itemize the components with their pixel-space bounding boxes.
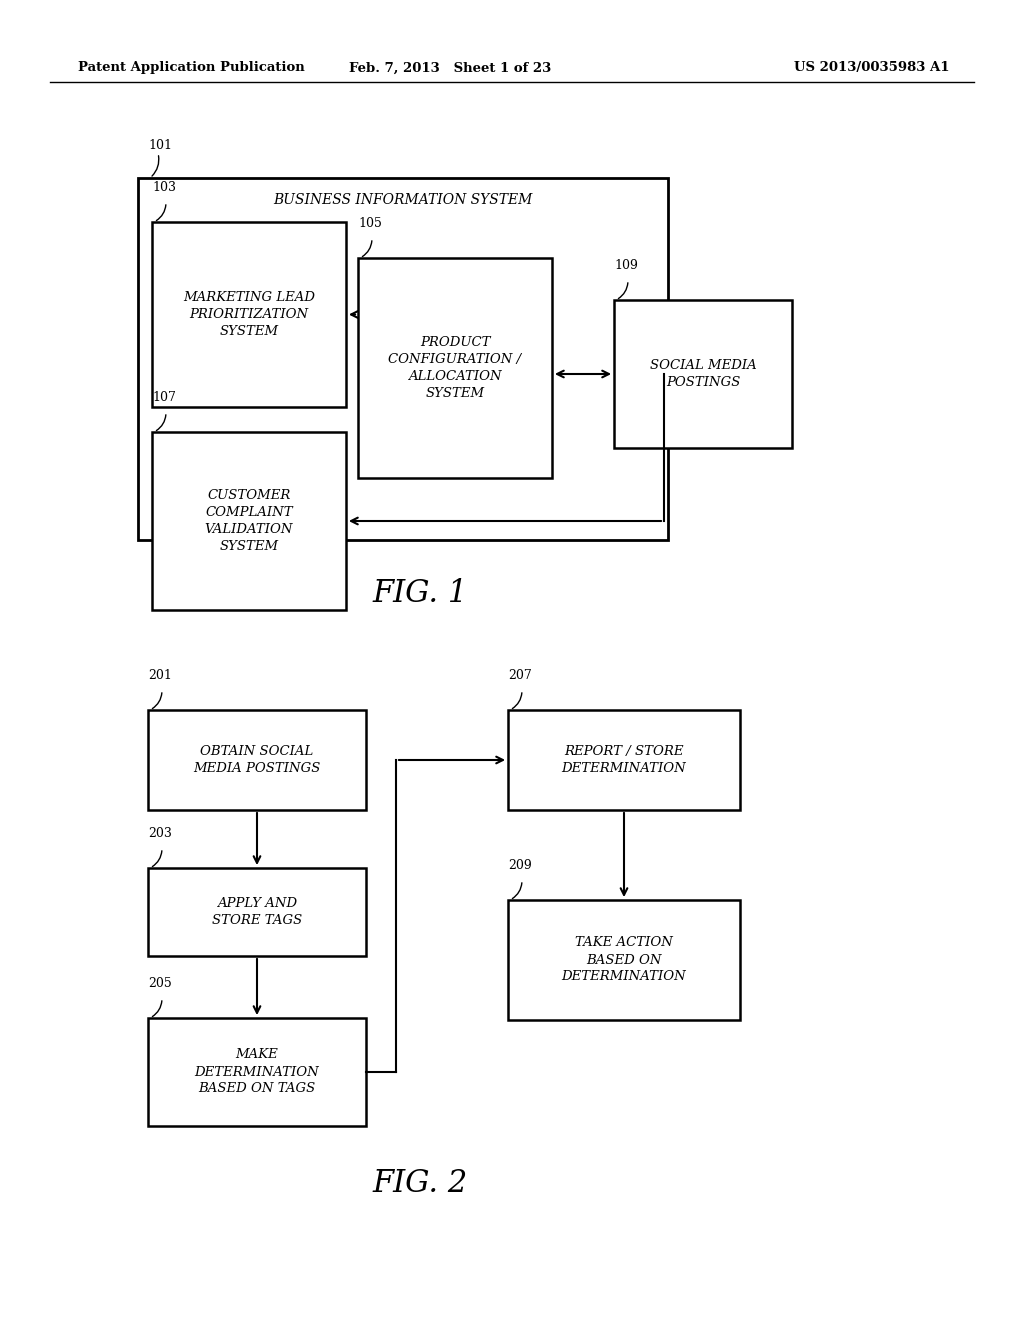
Text: 101: 101	[148, 139, 172, 152]
Text: FIG. 2: FIG. 2	[373, 1168, 468, 1199]
Text: 201: 201	[148, 669, 172, 682]
Text: APPLY AND
STORE TAGS: APPLY AND STORE TAGS	[212, 898, 302, 927]
Text: 107: 107	[152, 391, 176, 404]
Text: MARKETING LEAD
PRIORITIZATION
SYSTEM: MARKETING LEAD PRIORITIZATION SYSTEM	[183, 290, 315, 338]
Bar	[148, 869, 366, 956]
Bar	[358, 257, 552, 478]
Text: Patent Application Publication: Patent Application Publication	[78, 62, 305, 74]
Text: TAKE ACTION
BASED ON
DETERMINATION: TAKE ACTION BASED ON DETERMINATION	[561, 936, 686, 983]
Bar	[152, 222, 346, 407]
Text: Feb. 7, 2013   Sheet 1 of 23: Feb. 7, 2013 Sheet 1 of 23	[349, 62, 551, 74]
Bar	[148, 1018, 366, 1126]
Text: 103: 103	[152, 181, 176, 194]
Text: MAKE
DETERMINATION
BASED ON TAGS: MAKE DETERMINATION BASED ON TAGS	[195, 1048, 319, 1096]
Text: 105: 105	[358, 216, 382, 230]
Text: SOCIAL MEDIA
POSTINGS: SOCIAL MEDIA POSTINGS	[649, 359, 757, 389]
Text: OBTAIN SOCIAL
MEDIA POSTINGS: OBTAIN SOCIAL MEDIA POSTINGS	[194, 744, 321, 775]
Text: PRODUCT
CONFIGURATION /
ALLOCATION
SYSTEM: PRODUCT CONFIGURATION / ALLOCATION SYSTE…	[388, 337, 521, 400]
Text: BUSINESS INFORMATION SYSTEM: BUSINESS INFORMATION SYSTEM	[273, 193, 532, 207]
Bar	[508, 900, 740, 1020]
Bar	[138, 178, 668, 540]
Text: 207: 207	[508, 669, 531, 682]
Text: 203: 203	[148, 828, 172, 840]
Text: US 2013/0035983 A1: US 2013/0035983 A1	[795, 62, 950, 74]
Bar	[152, 432, 346, 610]
Bar	[148, 710, 366, 810]
Text: 109: 109	[614, 259, 638, 272]
Bar	[614, 300, 792, 447]
Text: REPORT / STORE
DETERMINATION: REPORT / STORE DETERMINATION	[561, 744, 686, 775]
Text: CUSTOMER
COMPLAINT
VALIDATION
SYSTEM: CUSTOMER COMPLAINT VALIDATION SYSTEM	[205, 488, 293, 553]
Text: 205: 205	[148, 977, 172, 990]
Bar	[508, 710, 740, 810]
Text: FIG. 1: FIG. 1	[373, 578, 468, 609]
Text: 209: 209	[508, 859, 531, 873]
